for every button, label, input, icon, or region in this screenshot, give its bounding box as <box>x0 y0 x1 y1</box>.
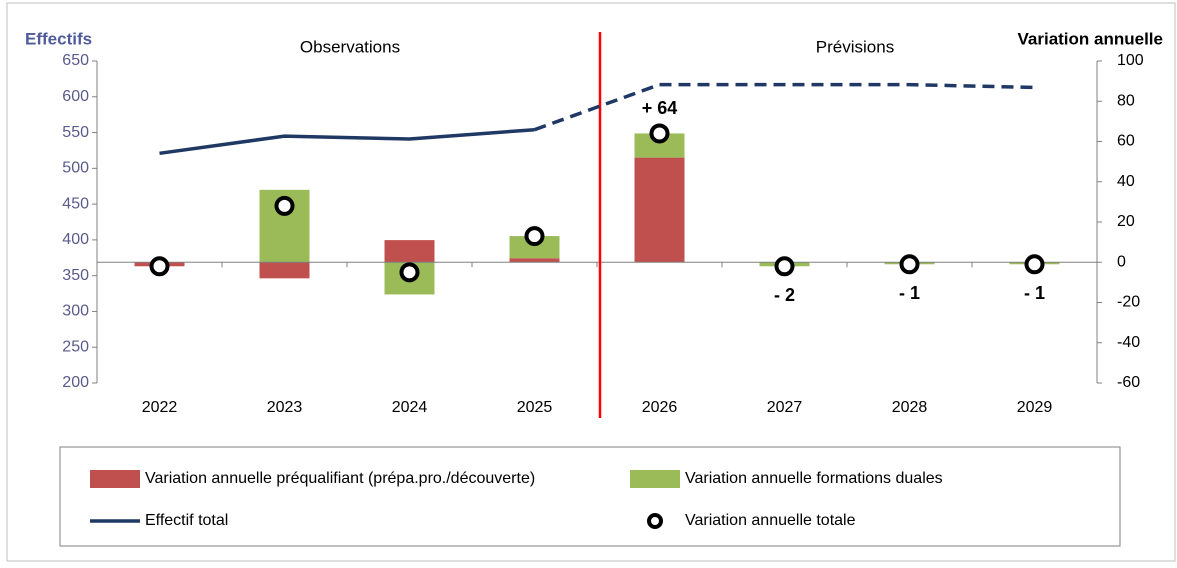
legend-label: Variation annuelle formations duales <box>685 470 943 487</box>
x-tick-label: 2027 <box>767 399 803 416</box>
marker <box>649 123 670 144</box>
annotation: Observations <box>300 37 400 56</box>
y-tick-label: 350 <box>62 267 89 284</box>
bar <box>384 240 435 263</box>
y-tick-label: 550 <box>62 124 89 141</box>
legend-label: Effectif total <box>145 512 228 529</box>
legend-swatch <box>630 470 680 488</box>
y-tick-label: 300 <box>62 303 89 320</box>
x-tick-label: 2029 <box>1017 399 1053 416</box>
marker <box>774 256 795 277</box>
y-tick-label: 450 <box>62 195 89 212</box>
y2-axis-label: Variation annuelle <box>1018 29 1164 48</box>
value-label: - 2 <box>774 285 795 305</box>
value-label: - 1 <box>1024 283 1045 303</box>
value-label: - 1 <box>899 283 920 303</box>
annotation: Prévisions <box>816 37 894 56</box>
x-tick-label: 2022 <box>142 399 178 416</box>
marker <box>899 254 920 275</box>
x-tick-label: 2024 <box>392 399 428 416</box>
y-axis-label: Effectifs <box>25 29 92 48</box>
y-tick-label: 500 <box>62 160 89 177</box>
legend-swatch <box>90 470 140 488</box>
y2-tick-label: 80 <box>1117 92 1135 109</box>
marker <box>274 195 295 216</box>
marker <box>524 226 545 247</box>
y2-tick-label: 20 <box>1117 213 1135 230</box>
x-tick-label: 2026 <box>642 399 678 416</box>
legend-label: Variation annuelle préqualifiant (prépa.… <box>145 470 535 487</box>
legend-label: Variation annuelle totale <box>685 512 856 529</box>
x-tick-label: 2025 <box>517 399 553 416</box>
bar <box>259 262 310 279</box>
marker <box>149 256 170 277</box>
frame <box>6 2 1176 562</box>
y2-tick-label: -20 <box>1117 294 1140 311</box>
y2-tick-label: 100 <box>1117 52 1144 69</box>
y-tick-label: 650 <box>62 52 89 69</box>
bar <box>509 236 560 259</box>
y-tick-label: 200 <box>62 374 89 391</box>
y2-tick-label: 60 <box>1117 133 1135 150</box>
y2-tick-label: 0 <box>1117 253 1126 270</box>
marker <box>1024 254 1045 275</box>
x-tick-label: 2028 <box>892 399 928 416</box>
value-label: + 64 <box>642 98 678 118</box>
y2-tick-label: -40 <box>1117 334 1140 351</box>
marker <box>399 262 420 283</box>
legend-box <box>59 446 1121 547</box>
line-dashed <box>659 82 1035 90</box>
y2-tick-label: -60 <box>1117 374 1140 391</box>
y-tick-label: 600 <box>62 88 89 105</box>
line <box>159 127 535 156</box>
y-tick-label: 250 <box>62 338 89 355</box>
bar <box>634 157 685 263</box>
y-tick-label: 400 <box>62 231 89 248</box>
y2-tick-label: 40 <box>1117 173 1135 190</box>
legend-swatch <box>647 513 663 529</box>
line-dashed <box>533 82 661 132</box>
bar <box>509 258 560 263</box>
x-tick-label: 2023 <box>267 399 303 416</box>
